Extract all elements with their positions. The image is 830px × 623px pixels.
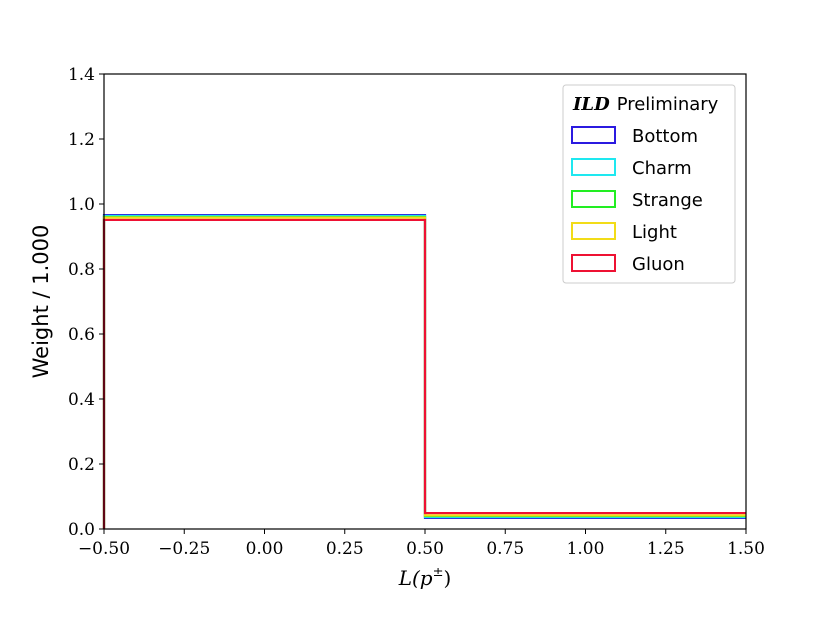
x-tick-label: 0.50: [406, 539, 444, 559]
legend-swatch-bottom: [571, 126, 616, 144]
y-tick-label: 0.6: [68, 325, 95, 345]
y-tick-label: 0.2: [68, 455, 95, 475]
x-tick-label: 0.00: [246, 539, 284, 559]
legend-swatch-strange: [571, 190, 616, 208]
y-tick-label: 0.4: [68, 390, 95, 410]
legend-entries: Bottom Charm Strange Light Gluon: [571, 126, 703, 275]
legend-label-light: Light: [632, 222, 677, 243]
x-tick-label: 1.50: [727, 539, 765, 559]
x-tick-label: 1.00: [567, 539, 605, 559]
ticks-layer: −0.50 −0.25 0.00 0.25 0.50 0.75 1.00 1.25 1.50 0.…: [68, 65, 765, 559]
legend-label-bottom: Bottom: [632, 126, 698, 147]
y-tick-label: 0.8: [68, 260, 95, 280]
x-tick-label: 0.25: [326, 539, 364, 559]
legend-label-charm: Charm: [632, 158, 692, 179]
legend-box: [562, 84, 736, 284]
y-tick-label: 0.0: [68, 520, 95, 540]
y-tick-label: 1.2: [68, 130, 95, 150]
x-tick-label: 0.75: [486, 539, 524, 559]
legend-title: ILD Preliminary: [572, 94, 719, 115]
legend: ILD Preliminary Bottom Charm Strange Light Gl…: [562, 84, 736, 284]
legend-label-gluon: Gluon: [632, 254, 685, 275]
legend-swatch-light: [571, 222, 616, 240]
x-tick-label: 1.25: [647, 539, 685, 559]
legend-swatch-charm: [571, 158, 616, 176]
y-axis-label: Weight / 1.000: [29, 225, 53, 379]
y-tick-label: 1.4: [68, 65, 95, 85]
y-tick-label: 1.0: [68, 195, 95, 215]
legend-swatch-gluon: [571, 254, 616, 272]
x-axis-label: L(p±): [398, 565, 452, 590]
x-tick-label: −0.25: [158, 539, 210, 559]
x-tick-label: −0.50: [78, 539, 130, 559]
legend-label-strange: Strange: [632, 190, 703, 211]
